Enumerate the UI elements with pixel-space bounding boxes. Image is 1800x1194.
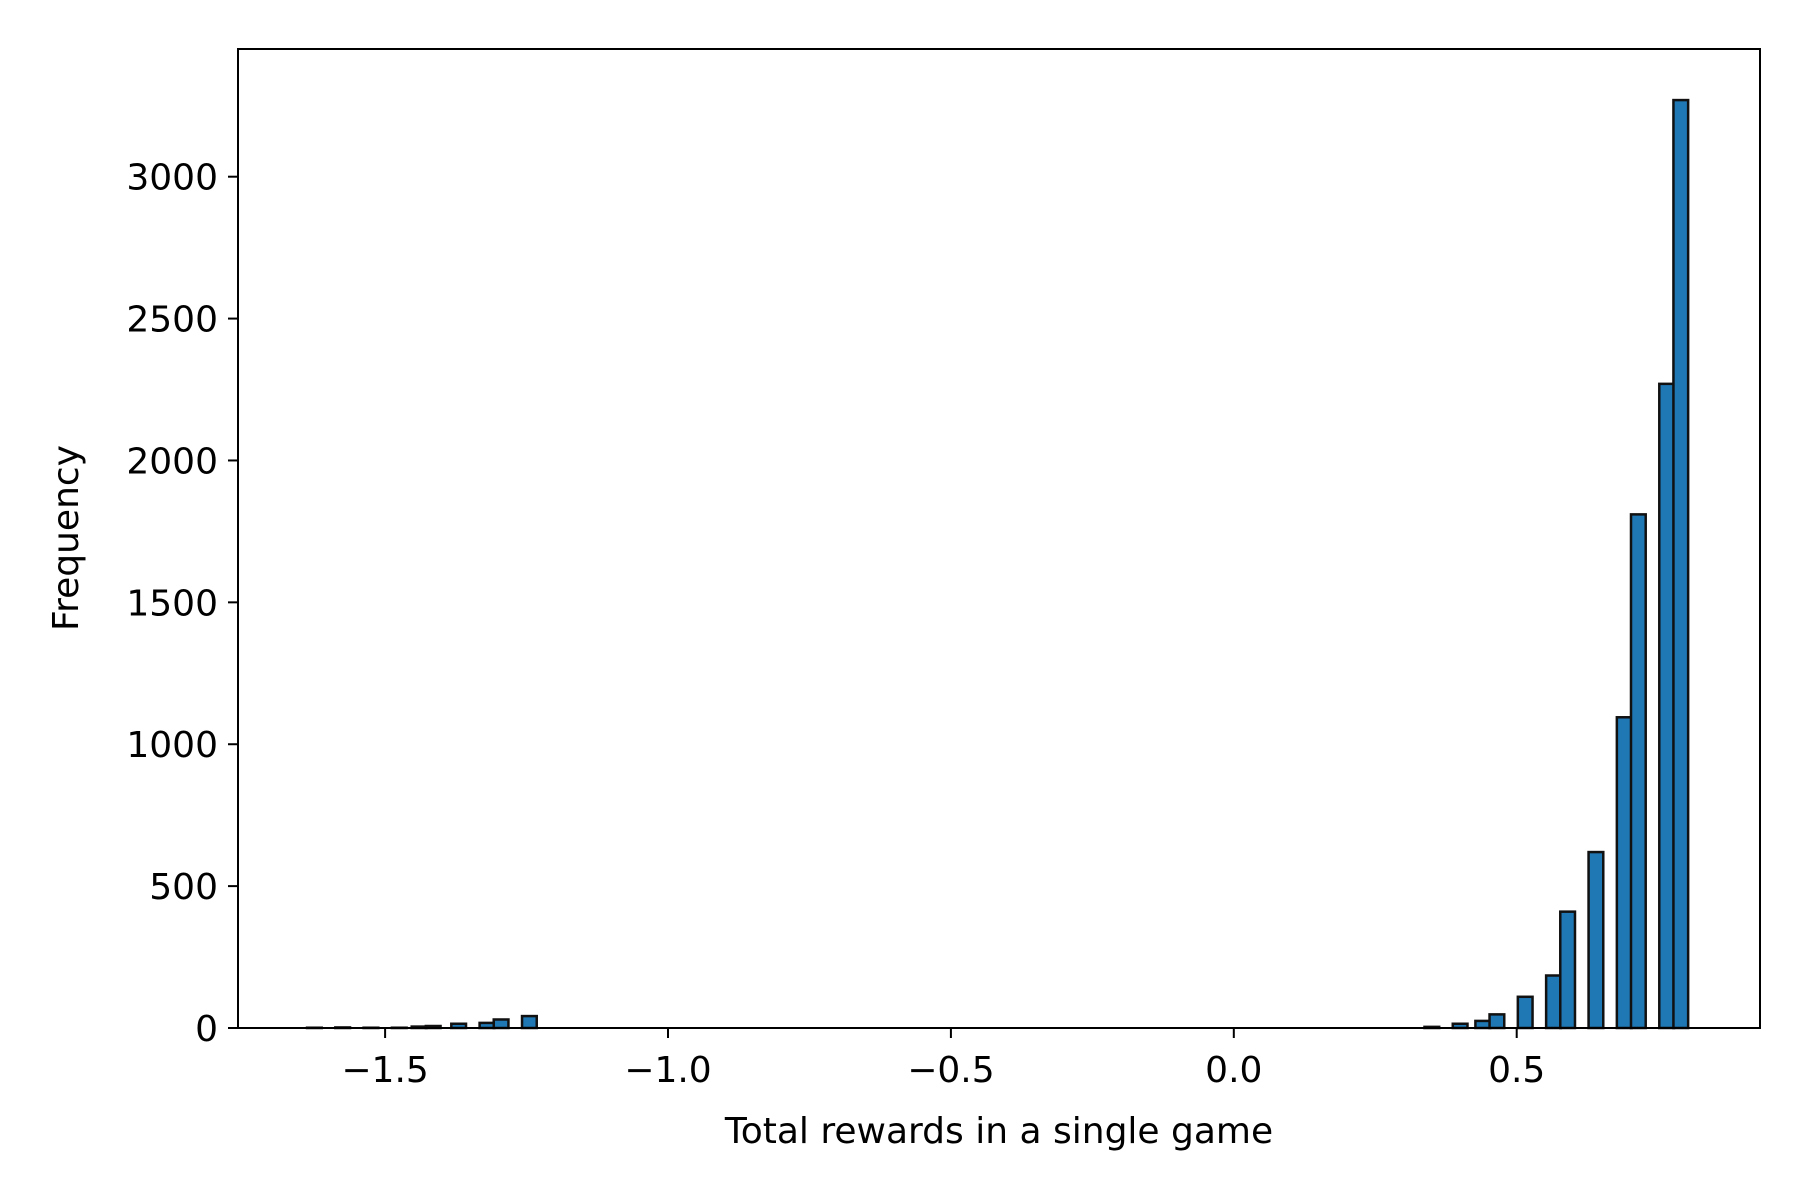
bar-8 (492, 1018, 510, 1030)
y-tick-label: 1000 (126, 725, 218, 766)
x-tick-label: 0.5 (1488, 1050, 1545, 1091)
x-tick-label: −0.5 (907, 1050, 994, 1091)
bar-21 (1672, 98, 1690, 1030)
y-axis-label: Frequency (46, 445, 87, 631)
bar-9 (520, 1014, 538, 1030)
x-axis-label: Total rewards in a single game (724, 1111, 1273, 1152)
y-tick-label: 0 (195, 1009, 218, 1050)
bar-12 (1474, 1019, 1492, 1030)
y-tick-label: 500 (149, 867, 218, 908)
plot-frame (237, 48, 1761, 1029)
bar-13 (1488, 1013, 1506, 1030)
bar-15 (1544, 974, 1563, 1030)
x-axis: −1.5 −1.0 −0.5 0.0 0.5 (341, 1028, 1545, 1091)
y-tick-label: 3000 (126, 158, 218, 199)
x-tick-label: −1.0 (624, 1050, 711, 1091)
bar-20 (1658, 382, 1676, 1030)
y-tick-label: 2000 (126, 441, 218, 482)
bar-17 (1587, 850, 1605, 1030)
bar-18 (1615, 716, 1633, 1030)
x-tick-label: −1.5 (341, 1050, 428, 1091)
x-tick-label: 0.0 (1205, 1050, 1262, 1091)
y-tick-label: 2500 (126, 300, 218, 341)
y-axis: 0 500 1000 1500 2000 2500 3000 (126, 158, 238, 1050)
y-tick-label: 1500 (126, 583, 218, 624)
bar-14 (1516, 995, 1534, 1030)
bar-16 (1559, 910, 1577, 1030)
bar-19 (1629, 513, 1647, 1030)
